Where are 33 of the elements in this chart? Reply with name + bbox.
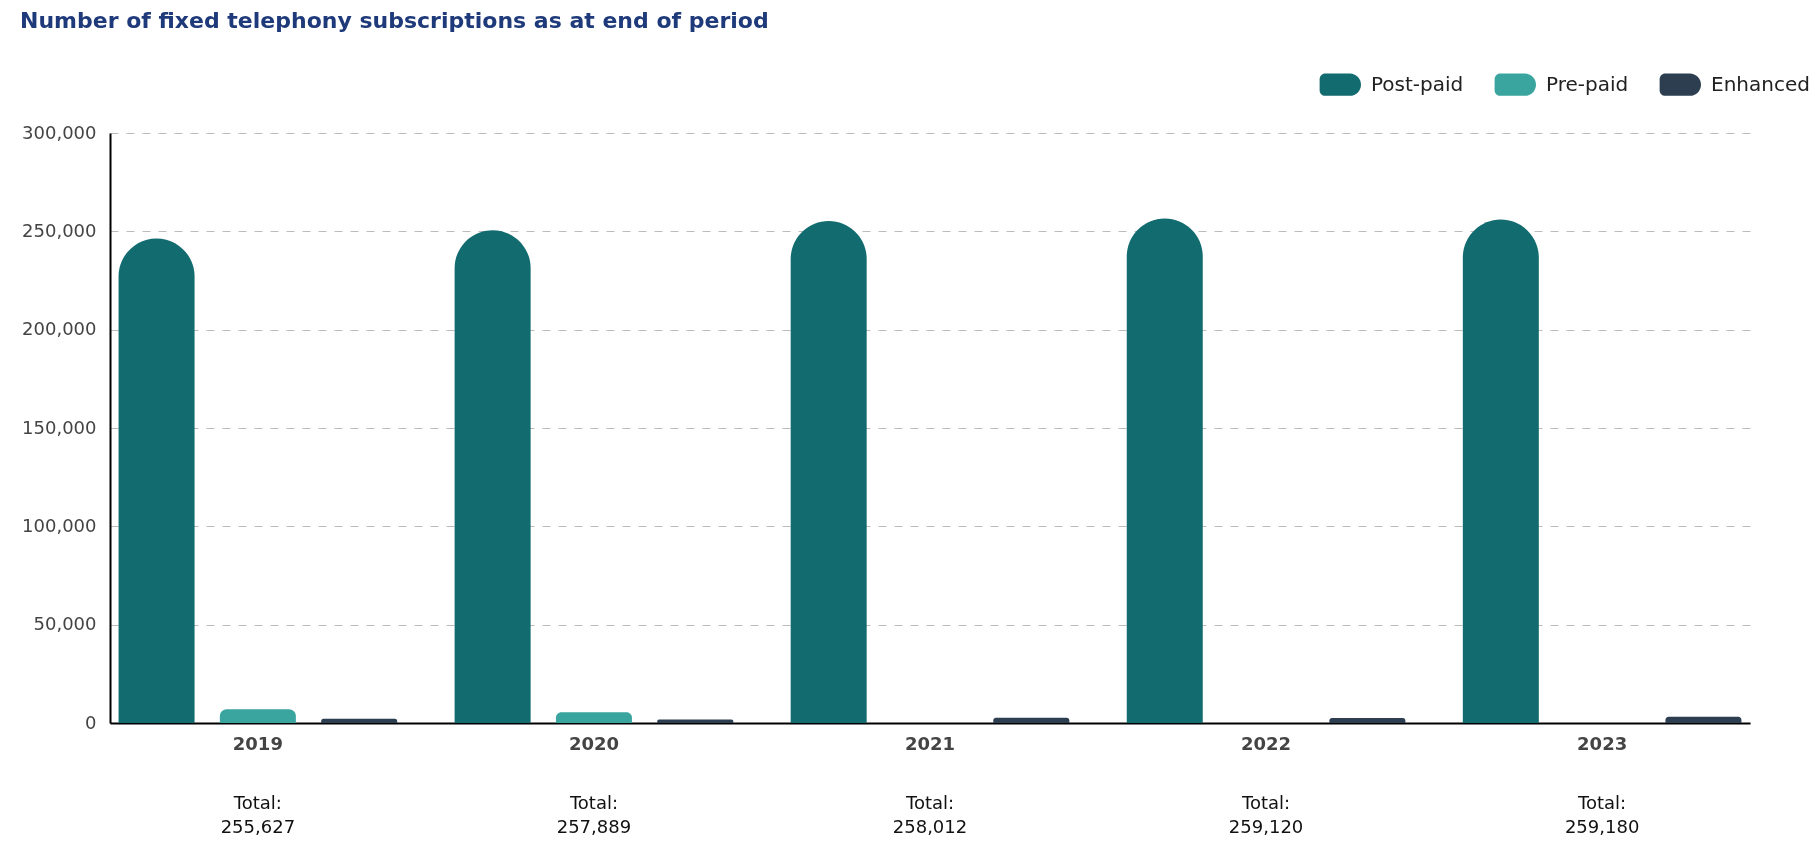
- text: Total: 257,889: [556, 792, 632, 837]
- bar: [454, 230, 531, 723]
- bar: [219, 709, 296, 723]
- y-tick-label: 0: [85, 711, 97, 733]
- legend-label: Enhanced: [1711, 71, 1810, 96]
- text: Total: 259,120: [1228, 792, 1304, 837]
- text: Total: 259,180: [1564, 792, 1640, 837]
- legend-label: Post-paid: [1371, 71, 1464, 96]
- bar: [1665, 716, 1742, 723]
- y-tick-label: 100,000: [22, 514, 97, 536]
- bar: [1329, 717, 1406, 723]
- chart-title: Number of fixed telephony subscriptions as at end of period: [20, 8, 769, 33]
- bar: [657, 719, 734, 723]
- bar: [1126, 218, 1203, 723]
- y-tick-label: 150,000: [22, 416, 97, 438]
- bar: [790, 220, 867, 723]
- bar: [118, 238, 195, 723]
- y-tick-label: 50,000: [33, 613, 97, 635]
- y-tick-label: 300,000: [22, 121, 97, 143]
- y-tick-label: 200,000: [22, 318, 97, 340]
- bar: [993, 717, 1070, 723]
- text: Total: 258,012: [892, 792, 968, 837]
- y-tick-label: 250,000: [22, 219, 97, 241]
- x-tick-label: 2022: [1241, 732, 1292, 754]
- x-tick-label: 2023: [1577, 732, 1628, 754]
- x-tick-label: 2019: [232, 732, 283, 754]
- bar: [1462, 219, 1539, 723]
- x-tick-label: 2021: [904, 732, 956, 754]
- text: Total: 255,627: [220, 792, 296, 837]
- legend-label: Pre-paid: [1546, 71, 1629, 96]
- x-tick-label: 2020: [568, 732, 619, 754]
- bar: [555, 712, 632, 723]
- bar: [321, 718, 398, 723]
